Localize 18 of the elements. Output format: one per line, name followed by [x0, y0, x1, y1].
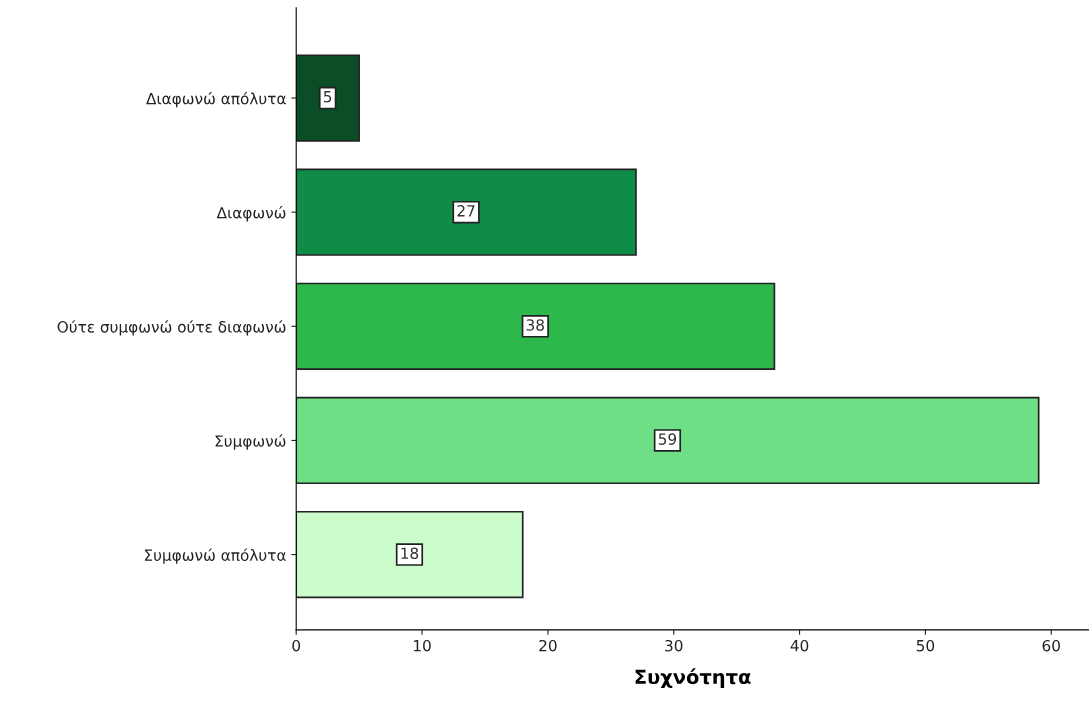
data-label: 18	[401, 547, 419, 560]
x-tick-label: 10	[414, 639, 431, 652]
y-tick-label: Συμφωνώ απόλυτα	[144, 548, 286, 564]
x-tick-label: 0	[292, 639, 301, 652]
y-tick-label: Ούτε συμφωνώ ούτε διαφωνώ	[57, 320, 286, 336]
x-tick-label: 30	[665, 639, 683, 652]
data-label: 5	[323, 91, 332, 103]
data-label: 59	[658, 433, 677, 445]
data-label: 38	[526, 319, 544, 331]
y-tick-label: Διαφωνώ	[216, 206, 286, 222]
x-tick-label: 40	[790, 639, 809, 652]
x-tick-label: 60	[1042, 639, 1060, 652]
x-tick-label: 20	[539, 639, 557, 652]
y-tick-label: Διαφωνώ απόλυτα	[146, 91, 286, 108]
y-tick-label: Συμφωνώ	[215, 434, 286, 450]
data-label: 27	[457, 205, 475, 217]
x-tick-label: 50	[916, 639, 935, 652]
x-axis-title: Συχνότητα	[635, 668, 751, 688]
